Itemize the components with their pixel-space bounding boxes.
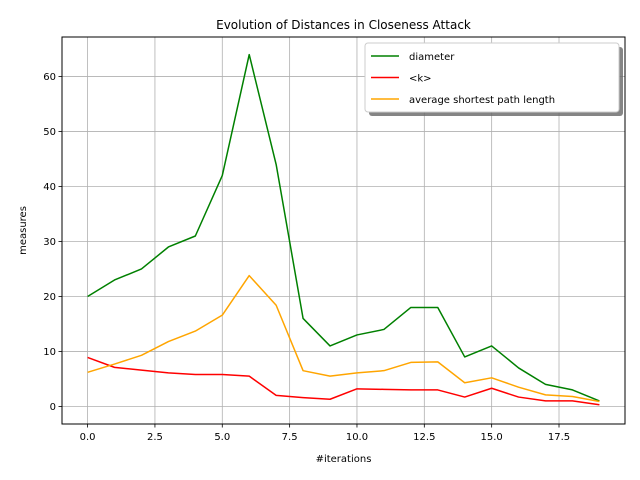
series-line bbox=[87, 53, 600, 402]
x-tick-label: 17.5 bbox=[548, 432, 570, 443]
x-axis-label: #iterations bbox=[316, 454, 372, 465]
y-tick-label: 40 bbox=[43, 182, 56, 193]
y-tick-label: 20 bbox=[43, 292, 56, 303]
chart-title: Evolution of Distances in Closeness Atta… bbox=[216, 18, 471, 32]
legend-label: average shortest path length bbox=[409, 95, 555, 106]
legend: diameter <k> average shortest path length bbox=[364, 42, 623, 116]
y-tick-label: 10 bbox=[43, 347, 56, 358]
legend-label: <k> bbox=[409, 74, 432, 85]
series-line bbox=[87, 274, 600, 403]
y-tick-label: 0 bbox=[50, 402, 56, 413]
legend-box bbox=[364, 42, 620, 113]
x-tick-label: 10.0 bbox=[346, 432, 368, 443]
x-tick-label: 15.0 bbox=[481, 432, 503, 443]
x-tick-label: 7.5 bbox=[282, 432, 298, 443]
x-tick-label: 12.5 bbox=[413, 432, 435, 443]
series-layer bbox=[87, 53, 600, 406]
y-tick-label: 60 bbox=[43, 72, 56, 83]
y-tick-label: 30 bbox=[43, 237, 56, 248]
y-axis-label: measures bbox=[18, 206, 29, 255]
y-tick-label: 50 bbox=[43, 127, 56, 138]
x-tick-label: 0.0 bbox=[80, 432, 96, 443]
x-tick-label: 5.0 bbox=[214, 432, 230, 443]
series-line bbox=[87, 356, 600, 406]
x-tick-label: 2.5 bbox=[147, 432, 163, 443]
plot-frame bbox=[61, 36, 626, 425]
legend-label: diameter bbox=[409, 52, 455, 63]
ticks: 0.0 2.5 5.0 7.5 10.0 12.5 15.0 17.5 0 10 20 30 40 50 6… bbox=[43, 72, 570, 443]
